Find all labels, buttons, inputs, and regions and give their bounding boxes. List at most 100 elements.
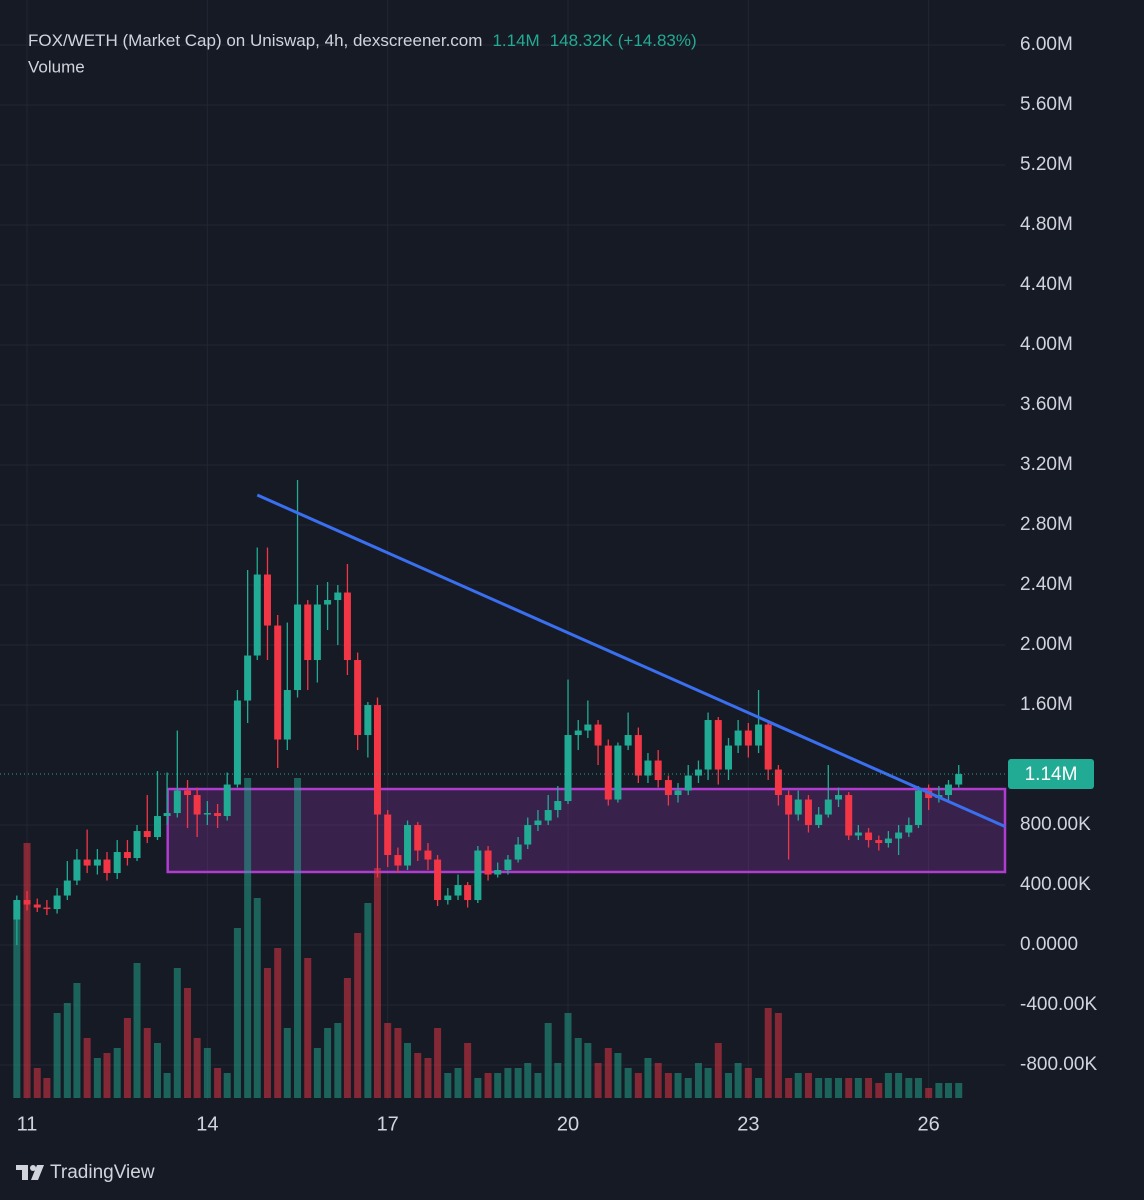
volume-bar	[524, 1063, 532, 1098]
last-value-label: 1.14M	[1025, 764, 1078, 785]
volume-bar	[253, 898, 261, 1098]
volume-bar	[624, 1068, 632, 1098]
candle-body	[63, 880, 71, 896]
volume-bar	[283, 1028, 291, 1098]
volume-bar	[865, 1078, 873, 1098]
candle-body	[373, 705, 381, 815]
candle-body	[804, 799, 812, 826]
candle-body	[774, 769, 782, 796]
volume-bar	[133, 963, 141, 1098]
candle-body	[755, 724, 763, 746]
candle-body	[384, 814, 392, 856]
brand-logo	[16, 1165, 44, 1180]
volume-bar	[674, 1073, 682, 1098]
x-tick-label: 23	[737, 1113, 759, 1135]
last-value-box	[1008, 759, 1094, 790]
volume-bar	[193, 1038, 201, 1098]
volume-bar	[63, 1003, 71, 1098]
volume-bar	[935, 1083, 943, 1098]
volume-bar	[794, 1073, 802, 1098]
volume-bar	[905, 1078, 913, 1098]
candle-body	[93, 859, 101, 866]
candle-body	[113, 852, 121, 874]
volume-bar	[334, 1023, 342, 1098]
volume-bar	[785, 1078, 793, 1098]
candle-body	[744, 730, 752, 746]
volume-bar	[534, 1073, 542, 1098]
volume-bar	[53, 1013, 61, 1098]
candle-body	[214, 813, 222, 817]
candle-body	[824, 799, 832, 815]
volume-bar	[914, 1078, 922, 1098]
candle-body	[684, 775, 692, 791]
volume-bar	[714, 1043, 722, 1098]
candle-body	[123, 852, 131, 859]
volume-bar	[574, 1038, 582, 1098]
header-value: 1.14M	[492, 31, 539, 50]
volume-bar	[83, 1038, 91, 1098]
header: FOX/WETH (Market Cap) on Uniswap, 4h, de…	[28, 31, 697, 50]
candle-body	[584, 724, 592, 731]
x-tick-label: 11	[17, 1113, 38, 1135]
y-tick-label: 5.60M	[1020, 94, 1073, 115]
volume-bar	[464, 1043, 472, 1098]
volume-bar	[925, 1088, 933, 1098]
candle-body	[343, 592, 351, 661]
candle-body	[464, 885, 472, 901]
candle-body	[514, 844, 522, 860]
candle-body	[73, 859, 81, 881]
volume-bar	[725, 1073, 733, 1098]
volume-bar	[484, 1073, 492, 1098]
volume-bar	[454, 1068, 462, 1098]
volume-bar	[614, 1053, 622, 1098]
volume-bar	[93, 1058, 101, 1098]
candle-body	[474, 850, 482, 901]
candle-body	[484, 850, 492, 875]
y-tick-label: 6.00M	[1020, 34, 1073, 55]
volume-bar	[824, 1078, 832, 1098]
candle-body	[434, 859, 442, 901]
candle-body	[504, 859, 512, 871]
volume-bar	[263, 968, 271, 1098]
candle-body	[263, 574, 271, 626]
candle-body	[294, 604, 302, 691]
volume-bar	[394, 1028, 402, 1098]
volume-bar	[73, 983, 81, 1098]
volume-bar	[815, 1078, 823, 1098]
volume-bar	[384, 1023, 392, 1098]
volume-bar	[854, 1078, 862, 1098]
candle-body	[764, 724, 772, 770]
volume-bar	[364, 903, 372, 1098]
candle-body	[404, 825, 412, 866]
volume-bar	[584, 1043, 592, 1098]
volume-bar	[103, 1053, 111, 1098]
candle-body	[634, 735, 642, 776]
volume-bar	[554, 1063, 562, 1098]
candle-body	[53, 895, 61, 910]
volume-bar	[474, 1078, 482, 1098]
volume-bar	[875, 1083, 883, 1098]
candle-body	[895, 832, 903, 839]
volume-bar	[424, 1058, 432, 1098]
candle-body	[223, 784, 231, 817]
candle-body	[835, 795, 843, 800]
volume-bar	[694, 1063, 702, 1098]
candle-body	[785, 795, 793, 815]
candle-body	[604, 745, 612, 800]
candle-body	[594, 724, 602, 746]
candle-body	[103, 859, 111, 874]
candle-body	[654, 760, 662, 781]
volume-bar	[123, 1018, 131, 1098]
volume-bar	[744, 1068, 752, 1098]
volume-bar	[444, 1073, 452, 1098]
candle-body	[253, 574, 261, 656]
x-tick-label: 17	[377, 1113, 399, 1135]
candle-body	[33, 904, 41, 908]
y-tick-label: 0.0000	[1020, 934, 1078, 955]
x-tick-label: 26	[918, 1113, 940, 1135]
candle-body	[184, 790, 192, 796]
y-tick-label: 400.00K	[1020, 874, 1091, 895]
candle-body	[704, 720, 712, 770]
